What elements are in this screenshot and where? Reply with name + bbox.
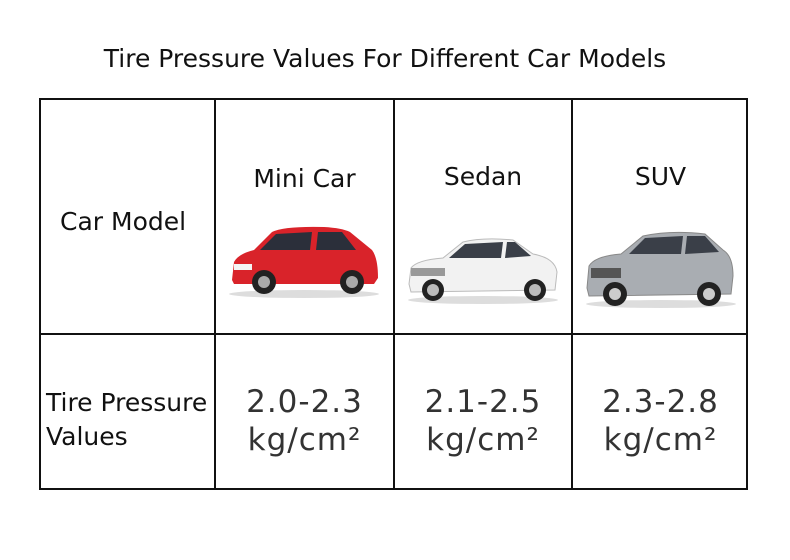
model-cell: Sedan: [395, 100, 571, 333]
pressure-value: 2.0-2.3 kg/cm²: [216, 383, 393, 459]
pressure-unit: kg/cm²: [603, 422, 718, 458]
row-divider: [39, 333, 748, 335]
pressure-range: 2.1-2.5: [424, 384, 542, 420]
pressure-range: 2.0-2.3: [246, 384, 363, 420]
value-cell: 2.1-2.5 kg/cm²: [395, 335, 571, 490]
header-label: Car Model: [60, 207, 187, 236]
column-divider: [214, 98, 216, 490]
car-image: [586, 231, 736, 308]
pressure-value: 2.3-2.8 kg/cm²: [573, 383, 748, 459]
page-title: Tire Pressure Values For Different Car M…: [103, 44, 667, 73]
model-cell: SUV: [573, 100, 748, 333]
row-label: Tire Pressure Values: [46, 388, 208, 451]
column-divider: [393, 98, 395, 490]
pressure-range: 2.3-2.8: [602, 384, 719, 420]
pressure-value: 2.1-2.5 kg/cm²: [395, 383, 571, 459]
model-name: Sedan: [443, 162, 523, 191]
pressure-unit: kg/cm²: [426, 422, 540, 458]
pressure-unit: kg/cm²: [247, 422, 362, 458]
car-image: [229, 226, 379, 298]
value-cell: 2.3-2.8 kg/cm²: [573, 335, 748, 490]
car-image: [408, 238, 558, 304]
value-cell: 2.0-2.3 kg/cm²: [216, 335, 393, 490]
model-cell: Mini Car: [216, 100, 393, 333]
model-name: SUV: [634, 162, 687, 191]
model-name: Mini Car: [253, 164, 356, 193]
column-divider: [571, 98, 573, 490]
